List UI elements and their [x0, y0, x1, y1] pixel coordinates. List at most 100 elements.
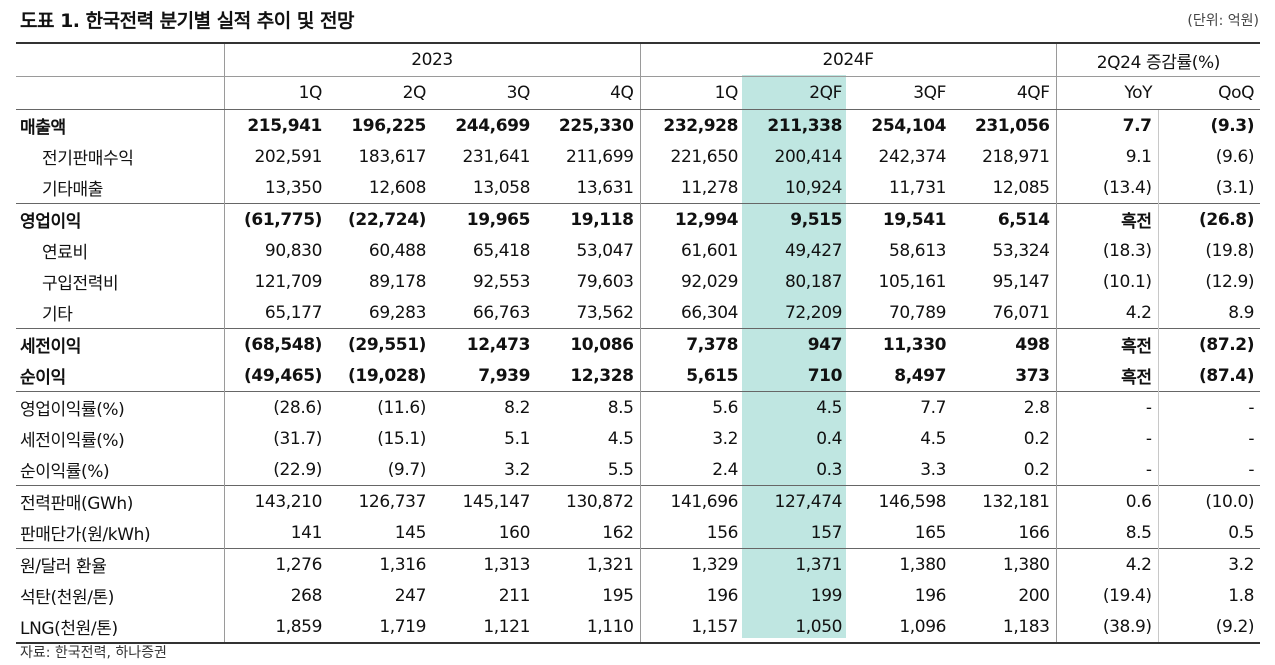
- table-cell: (22.9): [223, 454, 328, 486]
- table-cell: 3.2: [1157, 548, 1261, 580]
- table-cell: 196: [914, 585, 947, 606]
- row-label: 영업이익: [16, 203, 224, 235]
- source-note: 자료: 한국전력, 하나증권: [20, 645, 167, 661]
- table-cell: 70,789: [888, 302, 947, 323]
- table-cell: 1,859: [223, 611, 328, 644]
- table-cell: 8.5: [1055, 517, 1159, 549]
- table-cell: 130,872: [536, 485, 641, 517]
- table-cell: 199: [810, 585, 843, 606]
- table-cell: 1,321: [536, 548, 641, 580]
- table-cell: 162: [602, 522, 634, 543]
- table-cell: (13.4): [1055, 172, 1159, 204]
- table-cell: 73,562: [576, 302, 634, 323]
- header-label-corner: [16, 76, 224, 110]
- table-cell: 65,177: [223, 297, 328, 329]
- table-cell: 2.4: [639, 454, 745, 486]
- table-cell: 3.3: [920, 459, 947, 480]
- table-row: 영업이익 (61,775) (22,724) 19,965 19,118 12,994 9,…: [16, 203, 1261, 235]
- row-label: 세전이익률(%): [20, 431, 125, 451]
- table-cell: 1,380: [952, 548, 1057, 580]
- table-cell: 132,181: [952, 485, 1057, 517]
- row-label: 연료비: [42, 243, 88, 263]
- table-cell: 9,515: [744, 203, 849, 235]
- row-label: 전기판매수익: [42, 149, 134, 169]
- table-cell: 0.2: [1023, 459, 1050, 480]
- table-cell: 흑전: [1055, 360, 1159, 392]
- table-cell: 2.8: [952, 391, 1057, 423]
- table-cell: -: [1055, 454, 1159, 486]
- table-row: 매출액 215,941 196,225 244,699 225,330 232,928 21…: [16, 109, 1261, 141]
- table-cell: 1,183: [952, 611, 1057, 644]
- table-cell: (68,548): [223, 328, 328, 360]
- table-cell: 1,157: [639, 611, 745, 644]
- table-cell: 5.6: [639, 391, 745, 423]
- table-cell: 4.2: [1055, 297, 1159, 329]
- table-cell: 196,225: [328, 109, 432, 141]
- table-cell: 7.7: [1055, 109, 1159, 141]
- table-cell: 143,210: [223, 485, 328, 517]
- table-cell: 268: [223, 580, 328, 611]
- table-cell: 12,608: [368, 177, 426, 198]
- table-cell: 947: [744, 328, 849, 360]
- table-cell: (15.1): [377, 428, 426, 449]
- table-cell: (10.1): [1055, 266, 1159, 297]
- table-cell: 4.2: [1055, 548, 1159, 580]
- row-label: 순이익률(%): [20, 462, 110, 482]
- table-cell: 72,209: [784, 302, 843, 323]
- table-cell: 10,924: [784, 177, 843, 198]
- table-cell: 105,161: [878, 271, 947, 292]
- table-cell: 5.5: [607, 459, 634, 480]
- table-cell: 66,763: [472, 302, 530, 323]
- table-cell: 흑전: [1055, 203, 1159, 235]
- table-cell: 1.8: [1157, 580, 1261, 611]
- table-cell: 10,086: [536, 328, 641, 360]
- table-cell: (9.2): [1157, 611, 1261, 644]
- table-cell: 373: [1015, 365, 1050, 386]
- table-cell: 5.1: [504, 428, 530, 449]
- table-cell: 53,324: [992, 240, 1050, 261]
- table-cell: 5,615: [639, 360, 745, 392]
- table-cell: 121,709: [223, 266, 328, 297]
- table-cell: (31.7): [223, 423, 328, 454]
- table-cell: (19.8): [1157, 235, 1261, 266]
- table-cell: 8.2: [432, 391, 536, 423]
- table-cell: (9.3): [1157, 109, 1261, 141]
- unit-label: (단위: 억원): [1187, 13, 1259, 29]
- table-cell: 49,427: [784, 240, 843, 261]
- table-cell: 1,316: [328, 548, 432, 580]
- table-cell: 0.2: [1023, 428, 1050, 449]
- table-cell: 80,187: [784, 271, 843, 292]
- table-row: 순이익률(%) (22.9) (9.7) 3.2 5.5 2.4 0.3 3.3 0.2- -: [16, 454, 1261, 486]
- table-cell: (61,775): [223, 203, 328, 235]
- table-cell: 231,641: [462, 146, 531, 167]
- table-cell: (10.0): [1157, 485, 1261, 517]
- table-row: 세전이익 (68,548) (29,551) 12,473 10,086 7,378 947…: [16, 328, 1261, 360]
- header-period: 4QF: [952, 76, 1057, 110]
- table-cell: 12,994: [639, 203, 745, 235]
- row-label: 세전이익: [16, 328, 224, 360]
- table-cell: 58,613: [888, 240, 947, 261]
- table-cell: 1,329: [639, 548, 745, 580]
- table-row: 영업이익률(%) (28.6) (11.6) 8.2 8.5 5.6 4.5 7.7 2.8- -: [16, 391, 1261, 423]
- table-cell: 1,371: [744, 548, 849, 580]
- table-cell: 200: [1018, 585, 1050, 606]
- table-cell: 127,474: [744, 485, 849, 517]
- table-cell: 8,497: [894, 365, 947, 386]
- table-cell: 1,050: [744, 611, 849, 644]
- table-cell: 183,617: [358, 146, 427, 167]
- table-cell: 11,330: [848, 328, 953, 360]
- table-cell: 12,473: [432, 328, 536, 360]
- table-cell: -: [1157, 391, 1261, 423]
- table-cell: -: [1055, 423, 1159, 454]
- header-period: 4Q: [536, 76, 641, 110]
- table-cell: 60,488: [368, 240, 426, 261]
- table-cell: 211,338: [744, 109, 849, 141]
- table-cell: 242,374: [878, 146, 947, 167]
- page-title: 도표 1. 한국전력 분기별 실적 추이 및 전망: [20, 10, 354, 32]
- table-row: 순이익 (49,465) (19,028) 7,939 12,328 5,615 710 8,…: [16, 360, 1261, 392]
- header-period: 3QF: [848, 76, 953, 110]
- table-cell: 146,598: [848, 485, 953, 517]
- table-cell: 244,699: [432, 109, 536, 141]
- table-row: 전력판매(GWh) 143,210 126,737 145,147 130,872 141…: [16, 485, 1261, 517]
- table-cell: 69,283: [368, 302, 426, 323]
